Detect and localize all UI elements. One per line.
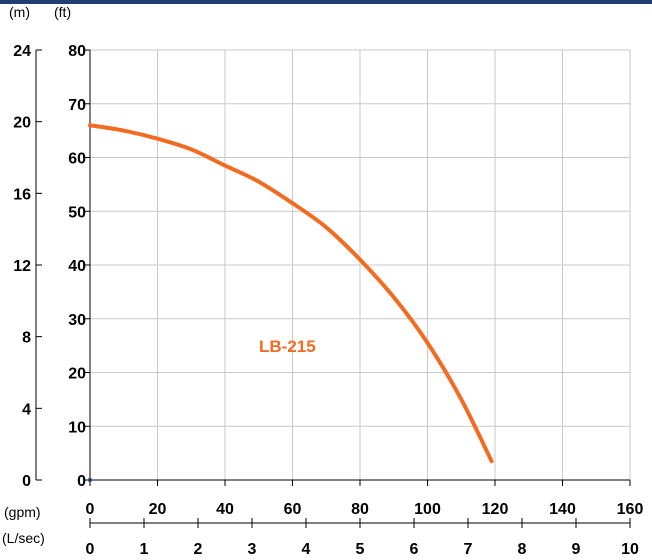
- top-accent-bar: [0, 0, 652, 4]
- lsec-tick-label: 9: [572, 541, 581, 558]
- lsec-tick-label: 4: [302, 541, 311, 558]
- lsec-tick-label: 0: [86, 541, 95, 558]
- ft-tick-label: 50: [68, 204, 86, 221]
- m-tick-label: 4: [22, 401, 31, 418]
- ft-tick-label: 10: [68, 419, 86, 436]
- lsec-tick-label: 7: [464, 541, 473, 558]
- lsec-tick-label: 2: [194, 541, 203, 558]
- ft-tick-label: 20: [68, 366, 86, 383]
- lsec-tick-label: 3: [248, 541, 257, 558]
- gpm-tick-label: 80: [351, 501, 369, 518]
- lsec-tick-label: 8: [518, 541, 527, 558]
- gpm-tick-label: 40: [216, 501, 234, 518]
- gpm-tick-label: 140: [549, 501, 576, 518]
- chart-axes: [35, 49, 631, 528]
- series-label-lb215: LB-215: [259, 337, 316, 356]
- ft-tick-label: 70: [68, 97, 86, 114]
- unit-label-lsec: (L/sec): [2, 530, 45, 546]
- m-tick-label: 8: [22, 330, 31, 347]
- origin-dot: [88, 478, 92, 482]
- m-tick-label: 0: [22, 473, 31, 490]
- ft-tick-label: 80: [68, 43, 86, 60]
- unit-label-m: (m): [9, 4, 30, 20]
- gpm-tick-label: 160: [617, 501, 644, 518]
- gpm-tick-label: 0: [86, 501, 95, 518]
- unit-label-ft: (ft): [54, 4, 71, 20]
- ft-tick-label: 0: [77, 473, 86, 490]
- gpm-tick-label: 100: [414, 501, 441, 518]
- gpm-tick-label: 60: [284, 501, 302, 518]
- gpm-tick-label: 20: [149, 501, 167, 518]
- ft-tick-label: 30: [68, 312, 86, 329]
- chart-grid: [90, 49, 631, 480]
- lsec-tick-label: 10: [621, 541, 639, 558]
- ft-tick-label: 60: [68, 151, 86, 168]
- lsec-tick-label: 1: [140, 541, 149, 558]
- lsec-tick-label: 6: [410, 541, 419, 558]
- lsec-tick-label: 5: [356, 541, 365, 558]
- m-tick-label: 12: [13, 258, 31, 275]
- m-tick-label: 24: [13, 43, 31, 60]
- m-tick-label: 16: [13, 186, 31, 203]
- unit-label-gpm: (gpm): [4, 504, 41, 520]
- gpm-tick-label: 120: [482, 501, 509, 518]
- m-tick-label: 20: [13, 115, 31, 132]
- chart-series: [88, 123, 494, 482]
- ft-tick-label: 40: [68, 258, 86, 275]
- series-line-0: [88, 123, 494, 464]
